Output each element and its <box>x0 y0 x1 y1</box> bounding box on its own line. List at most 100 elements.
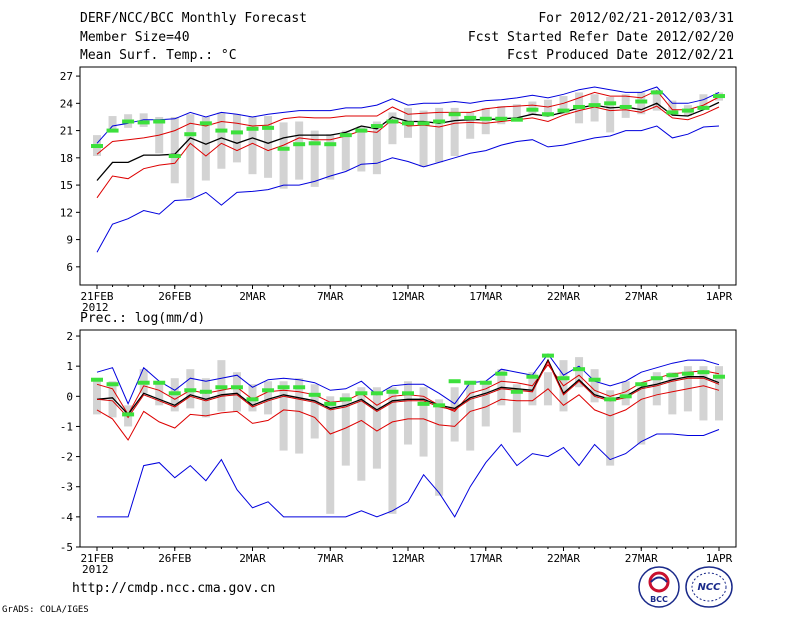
temperature-climatology-mark <box>697 105 710 110</box>
precipitation-climatology-mark <box>448 379 461 384</box>
precipitation-spread-bar <box>559 360 568 412</box>
precipitation-climatology-mark <box>339 397 352 402</box>
precipitation-climatology-mark <box>573 367 586 372</box>
precipitation-xtick-label: 7MAR <box>317 552 344 565</box>
temperature-climatology-mark <box>215 128 228 133</box>
temperature-spread-bar <box>310 130 319 187</box>
precipitation-ytick-label: -2 <box>60 451 73 464</box>
temperature-climatology-mark <box>433 119 446 124</box>
temperature-climatology-mark <box>635 99 648 104</box>
precipitation-climatology-mark <box>324 401 337 406</box>
precipitation-spread-bar <box>279 381 288 451</box>
fcst-produced-date: Fcst Produced Date 2012/02/21 <box>507 48 734 63</box>
precipitation-spread-bar <box>388 387 397 514</box>
temperature-spread-bar <box>404 107 412 138</box>
precipitation-climatology-mark <box>386 389 399 394</box>
precipitation-climatology-mark <box>215 385 228 390</box>
precipitation-plot-frame <box>79 329 737 548</box>
temperature-climatology-mark <box>541 112 554 117</box>
precipitation-spread-bar <box>93 378 101 415</box>
precipitation-spread-bar <box>652 372 661 406</box>
temperature-spread-bar <box>699 94 708 107</box>
precipitation-spread-bar <box>497 369 506 406</box>
temperature-spread-bar <box>481 107 490 135</box>
fcst-started-date: Fcst Started Refer Date 2012/02/20 <box>467 30 734 45</box>
temperature-climatology-mark <box>370 124 383 129</box>
temperature-climatology-mark <box>681 108 694 113</box>
temperature-spread-bar <box>637 92 646 115</box>
precipitation-climatology-mark <box>277 385 290 390</box>
precipitation-xtick-label: 12MAR <box>391 552 424 565</box>
temperature-climatology-mark <box>526 107 539 112</box>
bcc-logo-text: BCC <box>650 595 668 604</box>
source-url[interactable]: http://cmdp.ncc.cma.gov.cn <box>72 581 276 596</box>
precipitation-spread-bar <box>621 381 630 406</box>
precipitation-spread-bar <box>699 366 708 421</box>
precipitation-climatology-mark <box>495 371 508 376</box>
precipitation-series-lower <box>96 385 720 441</box>
temperature-climatology-mark <box>386 119 399 124</box>
temperature-spread-bar <box>155 116 164 154</box>
temperature-climatology-mark <box>91 144 103 149</box>
temperature-ytick-label: 12 <box>60 206 73 219</box>
precipitation-climatology-mark <box>402 391 414 396</box>
temperature-spread-bar <box>372 121 381 175</box>
temperature-spread-bar <box>419 110 428 167</box>
temperature-climatology-mark <box>153 119 166 124</box>
precipitation-climatology-mark <box>433 403 446 408</box>
precipitation-spread-bar <box>248 384 257 412</box>
temperature-spread-bar <box>326 134 335 180</box>
temperature-climatology-mark <box>479 116 492 121</box>
precipitation-spread-bar <box>108 381 117 418</box>
precipitation-spread-bar <box>575 357 584 388</box>
temperature-spread-bar <box>575 92 584 124</box>
precipitation-climatology-mark <box>168 391 181 396</box>
precipitation-climatology-mark <box>230 385 243 390</box>
temperature-series-lower <box>96 105 720 199</box>
forecast-period: For 2012/02/21-2012/03/31 <box>538 11 734 26</box>
temperature-climatology-mark <box>448 112 461 117</box>
temperature-climatology-mark <box>402 121 414 126</box>
precipitation-spread-bar <box>201 378 210 418</box>
temperature-climatology-mark <box>557 108 570 113</box>
precipitation-spread-bar <box>512 384 521 433</box>
precipitation-ytick-label: -3 <box>60 481 73 494</box>
temperature-spread-bar <box>435 107 444 163</box>
precipitation-climatology-mark <box>246 397 259 402</box>
precipitation-climatology-mark <box>526 374 539 379</box>
precipitation-spread-bar <box>715 366 723 421</box>
temperature-xtick-label: 7MAR <box>317 290 344 303</box>
chart-title: DERF/NCC/BCC Monthly Forecast <box>80 11 307 26</box>
temperature-spread-bar <box>93 135 101 157</box>
precipitation-climatology-mark <box>635 382 648 387</box>
temperature-spread-bar <box>715 92 723 101</box>
precipitation-spread-bar <box>295 378 304 454</box>
precipitation-year-label: 2012 <box>82 563 109 576</box>
precipitation-xtick-label: 1APR <box>706 552 733 565</box>
variable-label: Mean Surf. Temp.: °C <box>80 48 237 63</box>
temperature-series-min <box>96 125 720 253</box>
temperature-spread-bar <box>217 112 226 169</box>
precipitation-spread-bar <box>310 384 319 439</box>
precipitation-ytick-label: 1 <box>66 360 73 373</box>
precipitation-spread-bar <box>683 366 692 412</box>
temperature-spread-bar <box>652 89 661 111</box>
temperature-climatology-mark <box>324 142 337 147</box>
temperature-climatology-mark <box>230 130 243 135</box>
temperature-spread-bar <box>528 101 537 115</box>
temperature-climatology-mark <box>650 90 663 95</box>
temperature-xtick-label: 17MAR <box>469 290 502 303</box>
precipitation-climatology-mark <box>91 377 103 382</box>
temperature-spread-bar <box>295 121 304 180</box>
temperature-spread-bar <box>186 114 195 198</box>
precipitation-spread-bar <box>637 387 646 445</box>
temperature-plot-frame <box>79 66 737 286</box>
precipitation-spread-bar <box>606 390 615 466</box>
temperature-xtick-label: 26FEB <box>158 290 191 303</box>
temperature-climatology-mark <box>137 120 150 125</box>
precip-title: Prec.: log(mm/d) <box>80 311 205 326</box>
precipitation-climatology-mark <box>681 371 694 376</box>
temperature-climatology-mark <box>246 126 259 131</box>
temperature-spread-bar <box>388 112 397 145</box>
temperature-spread-bar <box>279 122 288 189</box>
